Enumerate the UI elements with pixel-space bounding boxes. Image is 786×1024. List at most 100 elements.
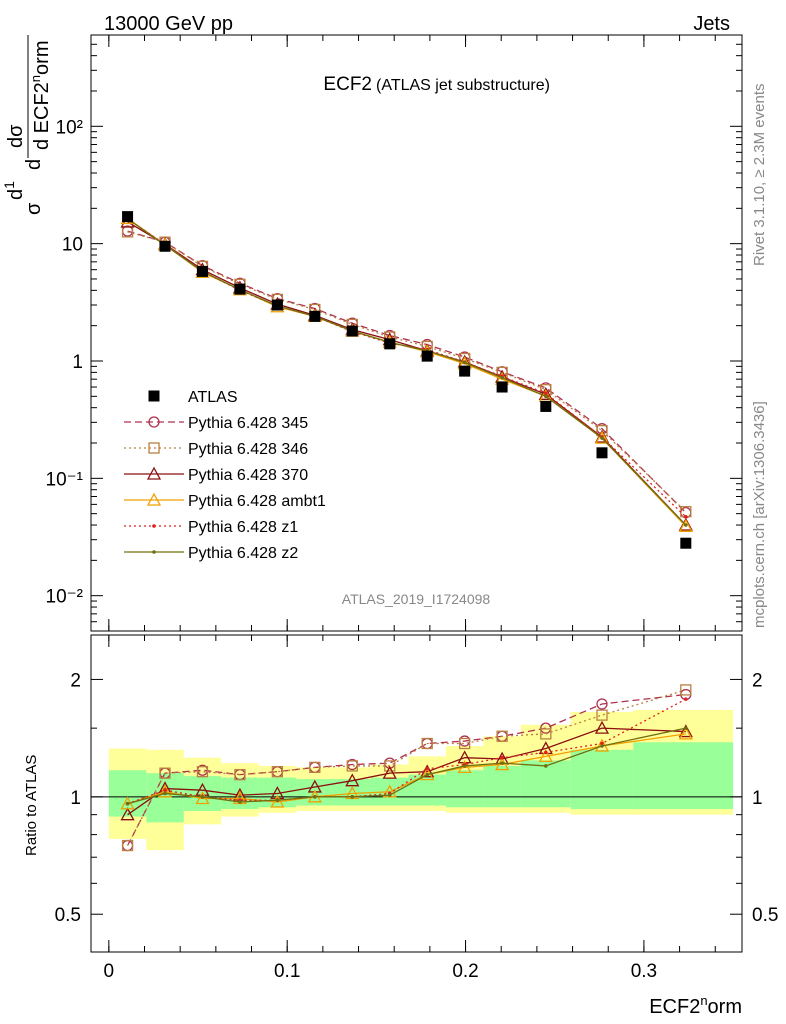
data-point <box>540 400 552 412</box>
series-point <box>425 772 430 777</box>
series-point <box>462 360 467 365</box>
legend-entry: Pythia 6.428 370 <box>124 466 308 484</box>
data-point <box>122 211 134 223</box>
series-point <box>678 724 693 738</box>
ratio-plot-area <box>91 684 742 852</box>
legend-marker <box>146 492 162 506</box>
y-tick-label: 10 <box>62 235 83 256</box>
legend-label: Pythia 6.428 370 <box>188 467 308 484</box>
data-point <box>459 365 471 377</box>
series-line <box>127 221 687 526</box>
series-point <box>596 698 608 710</box>
ratio-ylabel: Ratio to ATLAS <box>23 755 40 856</box>
ratio-series <box>125 726 688 806</box>
series-point <box>600 744 604 748</box>
energy-label: 13000 GeV pp <box>104 13 233 35</box>
series-point <box>596 709 608 721</box>
uncertainty-band-inner <box>570 749 634 810</box>
data-point <box>159 240 171 252</box>
data-point <box>421 350 433 362</box>
series-point <box>684 726 688 730</box>
x-axis-label: ECF2norm <box>649 993 742 1018</box>
legend-marker <box>152 550 156 554</box>
series-point <box>540 728 552 740</box>
legend-marker <box>146 466 162 480</box>
series-point <box>538 748 553 762</box>
data-point <box>596 447 608 459</box>
data-point <box>309 310 321 322</box>
y-tick-label: 10² <box>56 117 83 138</box>
uncertainty-band-inner <box>633 742 734 810</box>
data-point <box>196 265 208 277</box>
series-point <box>680 684 692 696</box>
ratio-series <box>121 684 692 852</box>
legend-marker <box>148 390 160 402</box>
series-point <box>163 791 167 796</box>
series-point <box>600 741 604 746</box>
y-tick-label: 1 <box>70 788 81 809</box>
series-point <box>271 766 284 778</box>
y-tick-label-right: 1 <box>752 788 763 809</box>
series-point <box>500 761 504 765</box>
x-tick-label: 0 <box>104 961 115 982</box>
ratio-frame <box>90 634 743 953</box>
series-point <box>270 794 285 808</box>
series-point <box>496 730 508 742</box>
series-line <box>127 727 686 816</box>
process-label: Jets <box>693 13 730 35</box>
series-point <box>421 737 433 750</box>
series-line <box>127 733 686 805</box>
series-point <box>500 375 504 380</box>
series-point <box>462 764 467 768</box>
series-point <box>684 515 688 519</box>
series-point <box>196 766 209 778</box>
legend-entry: Pythia 6.428 345 <box>124 415 308 432</box>
legend-label: Pythia 6.428 z1 <box>188 519 298 536</box>
series-point <box>121 839 134 852</box>
legend-label: Pythia 6.428 346 <box>188 441 308 458</box>
legend-label: Pythia 6.428 345 <box>188 415 308 432</box>
data-point <box>346 325 358 337</box>
series-point <box>346 760 358 772</box>
series-point <box>234 768 246 781</box>
legend-entry: Pythia 6.428 z1 <box>124 519 298 536</box>
legend-label: Pythia 6.428 ambt1 <box>188 493 326 510</box>
series-point <box>345 773 360 787</box>
x-tick-label: 0.1 <box>274 961 300 982</box>
mcplots-label: mcplots.cern.ch [arXiv:1306.3436] <box>751 401 768 628</box>
analysis-watermark: ATLAS_2019_I1724098 <box>342 591 491 607</box>
legend-marker <box>152 524 156 528</box>
uncertainty-band-inner <box>520 760 571 808</box>
ratio-panel: 0.5 0.5 1 1 2 2 0 0.1 0.2 0.3 Ratio to ATLAS ECF2… <box>23 634 778 1018</box>
svg-text:d: d <box>23 159 45 170</box>
series-point <box>544 764 548 768</box>
svg-text:dσ: dσ <box>5 124 27 148</box>
data-point <box>271 299 283 311</box>
legend-entry: Pythia 6.428 ambt1 <box>124 492 326 510</box>
y-tick-label: 2 <box>70 670 81 691</box>
series-point <box>125 801 130 806</box>
series-point <box>540 722 552 734</box>
series-point <box>678 518 693 532</box>
series-point <box>538 386 553 400</box>
series-point <box>159 767 171 779</box>
series-line <box>127 698 687 805</box>
series-line <box>127 727 686 805</box>
svg-text:ECF2norm: ECF2norm <box>649 993 742 1018</box>
x-tick-label: 0.2 <box>452 961 478 982</box>
series-point <box>594 430 610 444</box>
main-ylabel: d1 σ d dσ d ECF2norm <box>1 35 53 215</box>
series-point <box>275 798 280 803</box>
series-point <box>594 720 610 734</box>
series-point <box>684 697 688 701</box>
series-point <box>350 795 355 799</box>
main-ticks: 10⁻² 10⁻¹ 1 10 10² <box>46 34 742 632</box>
series-point <box>544 750 548 755</box>
main-frame <box>90 34 743 632</box>
uncertainty-band-inner <box>258 777 297 808</box>
uncertainty-band-inner <box>483 765 521 808</box>
legend-marker <box>148 442 160 454</box>
series-point <box>200 795 205 799</box>
